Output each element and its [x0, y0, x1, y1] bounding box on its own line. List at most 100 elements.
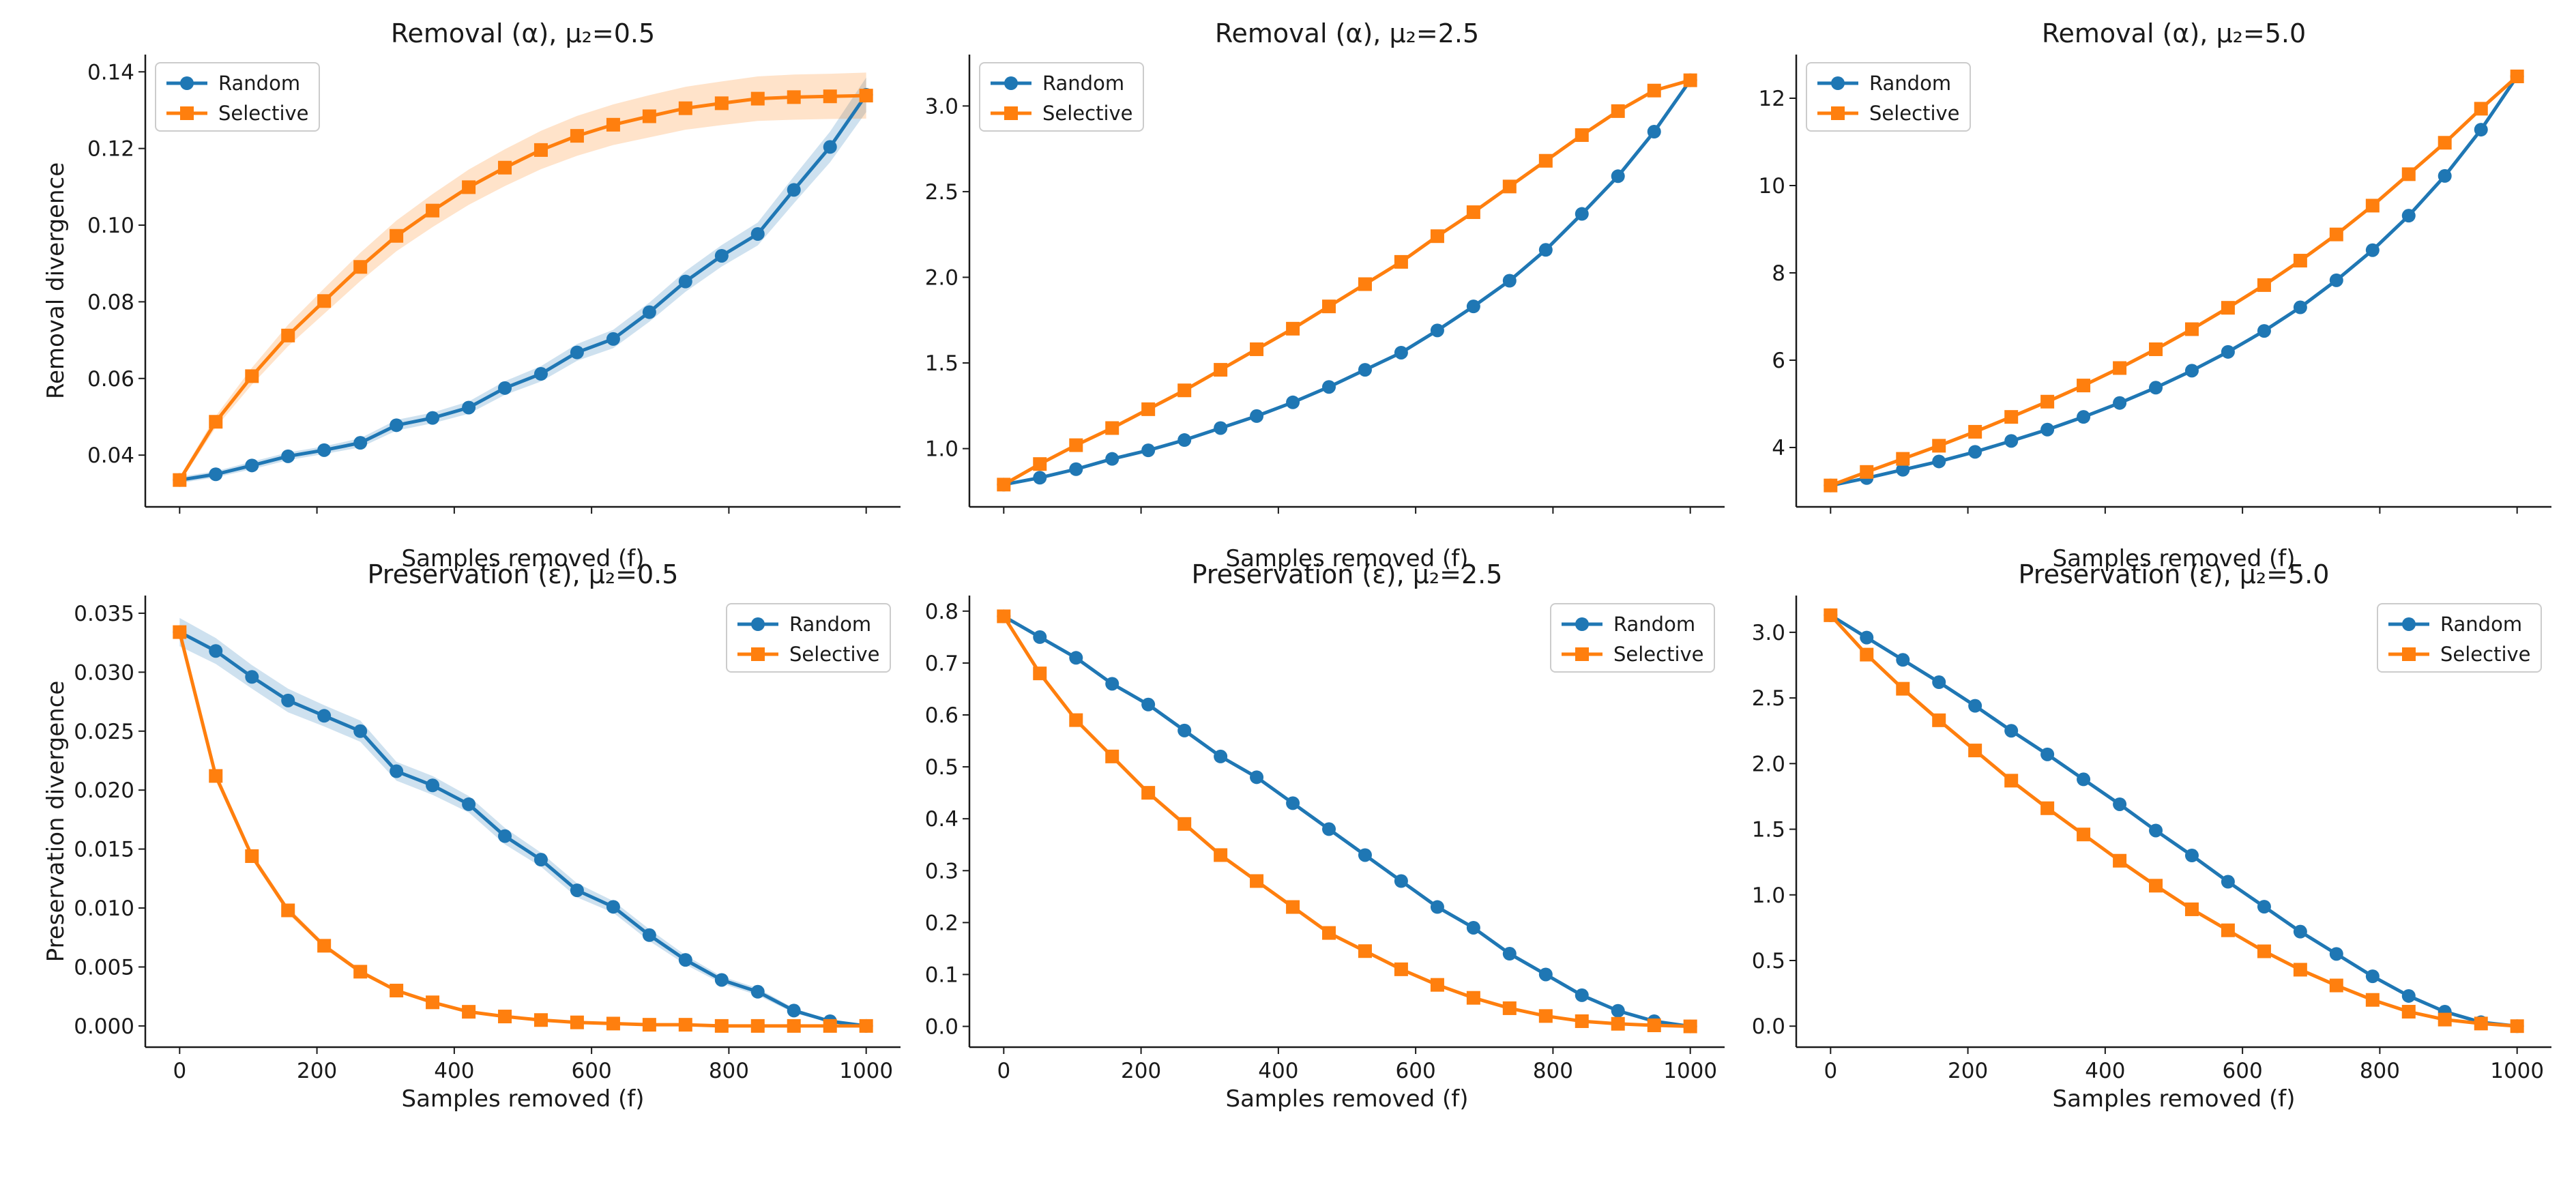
- panel-5-legend-random-label: Random: [1613, 613, 1695, 636]
- panel-3-random-point-6: [2040, 422, 2055, 437]
- panel-4-random-point-10: [533, 853, 548, 867]
- panel-2-random-point-12: [1430, 323, 1444, 338]
- panel-3-ytick-label-1: 6: [1772, 349, 1785, 373]
- panel-2-selective-point-0: [997, 478, 1011, 492]
- panel-1-legend-random-marker: [180, 76, 194, 90]
- panel-1-random-point-2: [245, 458, 259, 473]
- panel-2-ytick-label-3: 2.5: [925, 180, 958, 205]
- panel-5-random-point-9: [1322, 822, 1336, 836]
- panel-5-random-point-4: [1141, 697, 1156, 712]
- panel-4-selective-point-16: [750, 1019, 765, 1033]
- panel-4-legend: Random Selective: [726, 603, 891, 673]
- panel-5-selective-point-8: [1286, 900, 1300, 914]
- panel-4-random-point-15: [714, 973, 729, 987]
- panel-1-random-point-5: [353, 436, 368, 450]
- panel-2-ytick-label-1: 1.5: [925, 351, 958, 376]
- panel-3-selective-point-15: [2365, 199, 2380, 213]
- panel-6-selective-point-4: [1968, 744, 1982, 758]
- panel-4-random-point-9: [498, 829, 512, 843]
- panel-2-legend-selective-label: Selective: [1042, 102, 1133, 125]
- panel-1-random-point-11: [570, 345, 584, 360]
- panel-6-random-point-5: [2004, 724, 2019, 738]
- panel-3-selective-point-2: [1896, 452, 1910, 466]
- panel-6-selective-point-1: [1860, 647, 1874, 662]
- panel-2-selective-point-9: [1322, 299, 1336, 314]
- panel-3-ytick-label-4: 12: [1759, 87, 1785, 111]
- panel-1-random-point-8: [462, 400, 476, 415]
- panel-1-ytick-label-0: 0.04: [87, 443, 134, 468]
- panel-6-selective-point-3: [1932, 713, 1946, 727]
- panel-1-selective-point-7: [426, 203, 440, 218]
- panel-4-random-point-4: [317, 709, 332, 723]
- panel-1-ytick-label-5: 0.14: [87, 60, 134, 85]
- panel-1-random-point-4: [317, 443, 332, 457]
- panel-6-random-point-9: [2149, 823, 2163, 838]
- panel-3-selective-point-6: [2040, 394, 2055, 409]
- panel-1-ytick-label-1: 0.06: [87, 367, 134, 392]
- panel-5-xtick-label-0: 0: [997, 1059, 1010, 1083]
- panel-4-random-point-12: [606, 900, 620, 914]
- panel-5-random-point-5: [1177, 723, 1192, 737]
- panel-2-selective-point-2: [1069, 438, 1083, 452]
- panel-4-selective-point-6: [390, 984, 404, 998]
- panel-4-selective-point-10: [533, 1013, 548, 1027]
- panel-5-random-point-14: [1502, 947, 1517, 961]
- panel-4: Preservation (ε), μ₂=0.5 Samples removed …: [42, 559, 901, 1113]
- panel-5-selective-point-10: [1358, 944, 1372, 958]
- panel-1-random-point-17: [787, 183, 801, 197]
- panel-5-selective-point-19: [1683, 1019, 1697, 1034]
- panel-2-selective-point-18: [1647, 83, 1661, 98]
- panel-2-selective-point-4: [1141, 402, 1156, 416]
- panel-4-random-point-1: [209, 644, 223, 658]
- panel-3-random-point-10: [2184, 364, 2199, 378]
- panel-6-selective-point-18: [2474, 1016, 2488, 1031]
- panel-5-legend-selective-marker: [1575, 647, 1589, 661]
- panel-3-random-point-7: [2077, 410, 2091, 424]
- panel-2-random-point-4: [1141, 443, 1156, 458]
- panel-1-selective-point-19: [859, 89, 873, 103]
- panel-3-random-point-8: [2113, 396, 2127, 410]
- panel-1-random-point-15: [714, 248, 729, 263]
- panel-1-legend-random-label: Random: [218, 72, 300, 95]
- panel-1-selective-point-4: [317, 294, 332, 308]
- panel-5-ytick-label-5: 0.5: [925, 755, 958, 780]
- panel-1-ytick-label-4: 0.12: [87, 137, 134, 162]
- panel-6-legend-selective-marker: [2402, 647, 2416, 661]
- panel-1-selective-point-14: [678, 101, 692, 115]
- panel-2-random-point-3: [1105, 452, 1119, 466]
- panel-2-random-point-15: [1538, 243, 1553, 257]
- panel-3-selective-point-11: [2221, 301, 2235, 315]
- panel-5-random-point-16: [1575, 988, 1589, 1002]
- panel-3-random-point-15: [2365, 243, 2380, 257]
- panel-6-random-point-4: [1968, 699, 1982, 713]
- panel-4-xtick-label-4: 800: [709, 1059, 749, 1083]
- panel-2-legend-random-label: Random: [1042, 72, 1124, 95]
- panel-2-random-point-10: [1358, 363, 1372, 377]
- panel-5-random-point-8: [1286, 796, 1300, 810]
- panel-1-selective-point-1: [209, 415, 223, 429]
- panel-5-ytick-label-6: 0.6: [925, 703, 958, 728]
- panel-6-selective-point-14: [2329, 978, 2343, 993]
- panel-6-selective-point-11: [2221, 923, 2235, 937]
- panel-5-selective-point-18: [1647, 1019, 1661, 1033]
- panel-5-ytick-label-8: 0.8: [925, 600, 958, 624]
- panel-2-selective-point-16: [1575, 128, 1589, 143]
- panel-4-random-band: [179, 617, 866, 1026]
- panel-3-selective-point-17: [2438, 136, 2452, 150]
- panel-3-random-point-13: [2293, 300, 2307, 314]
- panel-6-xtick-label-2: 400: [2085, 1059, 2125, 1083]
- panel-6-random-point-1: [1860, 630, 1874, 645]
- panel-5-selective-point-5: [1177, 817, 1192, 831]
- panel-3-random-line: [1830, 75, 2519, 488]
- panel-6-ytick-label-3: 1.5: [1752, 818, 1785, 842]
- panel-4-xtick-label-3: 600: [572, 1059, 612, 1083]
- panel-3-random-point-9: [2149, 381, 2163, 395]
- panel-3-ytick-label-3: 10: [1759, 174, 1785, 199]
- panel-1-legend-selective-marker: [180, 106, 194, 120]
- panel-2-selective-point-1: [1033, 457, 1047, 471]
- panel-1-random-point-6: [390, 418, 404, 433]
- panel-6-ytick-label-0: 0.0: [1752, 1014, 1785, 1039]
- panel-4-random-point-16: [750, 984, 765, 999]
- panel-5-selective-point-12: [1430, 978, 1444, 992]
- panel-3-random-point-11: [2221, 345, 2235, 359]
